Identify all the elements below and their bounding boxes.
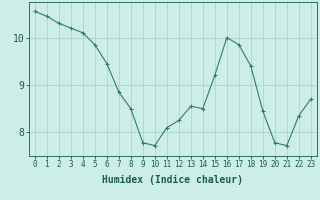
X-axis label: Humidex (Indice chaleur): Humidex (Indice chaleur) (102, 175, 243, 185)
